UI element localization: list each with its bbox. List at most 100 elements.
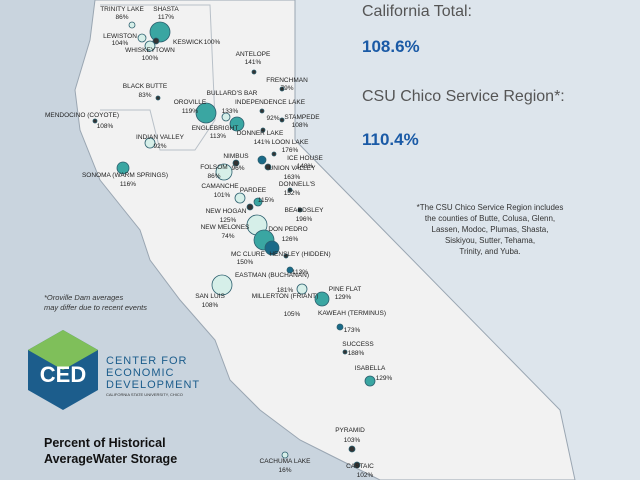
reservoir-name: ENGLEBRIGHT — [192, 125, 239, 132]
reservoir-pct: 115% — [258, 197, 274, 204]
reservoir-pct: 92% — [266, 115, 279, 122]
reservoir-pct: 117% — [158, 14, 174, 21]
reservoir-pct: 129% — [335, 294, 352, 301]
reservoir-pct: 129% — [376, 375, 393, 382]
note-line: Trinity, and Yuba. — [459, 247, 520, 256]
reservoir-marker — [260, 127, 266, 133]
reservoir-marker — [287, 187, 293, 193]
note-line: Lassen, Modoc, Plumas, Shasta, — [432, 225, 549, 234]
reservoir-pct: 152% — [284, 190, 301, 197]
reservoir-name: BULLARD'S BAR — [207, 90, 258, 97]
nevada — [295, 0, 640, 480]
reservoir-pct: 108% — [202, 302, 219, 309]
reservoir-name: LEWISTON — [103, 33, 137, 40]
title-line: AverageWater Storage — [44, 452, 177, 466]
logo-subtitle: CALIFORNIA STATE UNIVERSITY, CHICO — [106, 392, 183, 397]
reservoir-marker — [283, 253, 289, 259]
reservoir-marker — [342, 349, 348, 355]
reservoir-name: ANTELOPE — [236, 51, 271, 58]
reservoir-marker — [221, 112, 231, 122]
reservoir-pct: 101% — [214, 192, 231, 199]
reservoir-pct: 108% — [97, 123, 114, 130]
reservoir-pct: 102% — [357, 472, 374, 479]
reservoir-marker — [314, 291, 330, 307]
reservoir-pct: 105% — [284, 311, 301, 318]
reservoir-marker — [297, 207, 303, 213]
reservoir-name: PINE FLAT — [329, 286, 361, 293]
reservoir-name: INDEPENDENCE LAKE — [235, 99, 306, 106]
reservoir-marker — [279, 86, 285, 92]
reservoir-marker — [253, 197, 263, 207]
logo-name: ECONOMIC — [106, 367, 175, 379]
reservoir-marker — [144, 137, 156, 149]
reservoir-name: EASTMAN (BUCHANAN) — [235, 272, 309, 279]
reservoir-pct: 181% — [277, 287, 294, 294]
reservoir-name: UNION VALLEY — [269, 165, 317, 172]
reservoir-name: SAN LUIS — [195, 293, 225, 300]
reservoir-name: ISABELLA — [355, 365, 386, 372]
note-line: *The CSU Chico Service Region includes — [417, 203, 564, 212]
reservoir-name: DON PEDRO — [268, 226, 307, 233]
reservoir-name: PYRAMID — [335, 427, 365, 434]
reservoir-pct: 108% — [292, 122, 309, 129]
reservoir-marker — [215, 163, 233, 181]
reservoir-name: STAMPEDE — [284, 114, 320, 121]
reservoir-pct: 163% — [284, 174, 301, 181]
note-line: may differ due to recent events — [44, 303, 147, 312]
reservoir-pct: 141% — [245, 59, 262, 66]
reservoir-name: OROVILLE — [174, 99, 207, 106]
reservoir-name: SUCCESS — [342, 341, 374, 348]
region-value: 110.4% — [362, 130, 419, 149]
reservoir-name: DONNER LAKE — [237, 130, 284, 137]
reservoir-marker — [281, 451, 289, 459]
reservoir-marker — [149, 21, 171, 43]
reservoir-marker — [264, 163, 272, 171]
reservoir-marker — [234, 192, 246, 204]
reservoir-marker — [348, 445, 356, 453]
region-note: *The CSU Chico Service Region includes th… — [417, 203, 564, 256]
reservoir-marker — [144, 40, 156, 52]
reservoir-marker — [232, 159, 240, 167]
note-line: *Oroville Dam averages — [44, 293, 123, 302]
reservoir-name: SHASTA — [153, 6, 179, 13]
reservoir-name: MILLERTON (FRIANT) — [252, 293, 319, 300]
logo-abbr: CED — [40, 362, 86, 387]
reservoir-marker — [246, 203, 254, 211]
region-outline — [100, 4, 216, 151]
reservoir-name: INDIAN VALLEY — [136, 134, 185, 141]
reservoir-name: FRENCHMAN — [266, 77, 308, 84]
reservoir-pct: 86% — [115, 14, 128, 21]
reservoir-pct: 141% — [254, 139, 271, 146]
reservoir-pct: 113% — [210, 133, 226, 140]
reservoir-name: MENDOCINO (COYOTE) — [45, 112, 119, 119]
reservoir-marker — [116, 161, 130, 175]
reservoir-marker — [152, 37, 160, 45]
reservoir-name: HENSLEY (HIDDEN) — [269, 251, 330, 258]
reservoir-marker — [128, 21, 136, 29]
reservoir-pct: 150% — [237, 259, 254, 266]
reservoir-pct: 176% — [282, 147, 299, 154]
reservoir-pct: 96% — [231, 165, 244, 172]
reservoir-name: KAWEAH (TERMINUS) — [318, 310, 386, 317]
reservoir-name: BLACK BUTTE — [123, 83, 168, 90]
reservoir-marker — [257, 155, 267, 165]
reservoir-marker — [264, 240, 280, 256]
reservoir-marker — [336, 323, 344, 331]
title: Percent of Historical AverageWater Storag… — [44, 436, 177, 466]
reservoir-name: ICE HOUSE — [287, 155, 323, 162]
reservoir-pct: 113% — [292, 269, 308, 276]
reservoir-marker — [155, 95, 161, 101]
reservoir-name: DONNELL'S — [279, 181, 316, 188]
reservoir-pct: 119% — [182, 108, 198, 115]
reservoir-name: BEARDSLEY — [284, 207, 324, 214]
reservoir-name: TRINITY LAKE — [100, 6, 144, 13]
reservoir-marker — [353, 461, 361, 469]
logo-name: DEVELOPMENT — [106, 379, 200, 391]
reservoir-name: PARDEE — [240, 187, 267, 194]
reservoir-marker — [279, 117, 285, 123]
reservoir-marker — [271, 151, 277, 157]
reservoir-pct: 148% — [297, 163, 314, 170]
